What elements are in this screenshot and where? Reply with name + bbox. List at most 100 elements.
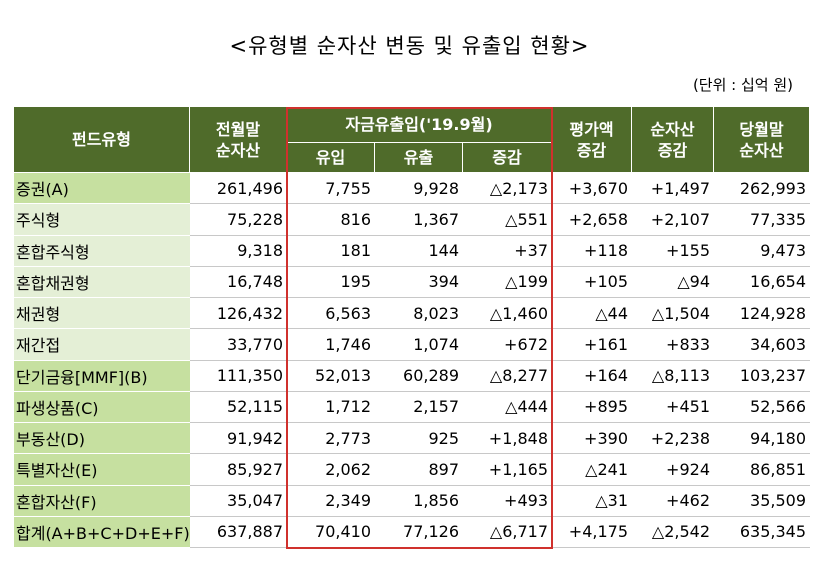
cell-text: 자금유출입('19.9월) — [345, 115, 493, 134]
row-label: 특별자산(E) — [14, 454, 190, 486]
cell-text: 75,228 — [227, 209, 283, 229]
cell-text: 혼합주식형 — [16, 242, 90, 262]
cell-text: 증감 — [657, 140, 688, 160]
table-cell: +1,497 — [632, 173, 714, 205]
table-cell: 925 — [375, 423, 463, 455]
table-cell: +4,175 — [552, 517, 632, 548]
cell-text: +155 — [666, 241, 710, 261]
cell-text: 195 — [340, 272, 371, 292]
cell-text: +2,658 — [568, 209, 628, 229]
cell-text: 33,770 — [227, 334, 283, 354]
table-cell: 1,367 — [375, 204, 463, 236]
table-cell: +390 — [552, 423, 632, 455]
cell-text: +161 — [584, 334, 628, 354]
cell-text: 1,367 — [413, 209, 459, 229]
table-cell: 195 — [287, 267, 375, 298]
table-cell: △199 — [463, 267, 552, 298]
table-cell: 34,603 — [714, 329, 810, 361]
cell-text: 91,942 — [227, 428, 283, 448]
table-cell: 394 — [375, 267, 463, 298]
cell-text: 637,887 — [216, 522, 283, 542]
highlight-box — [286, 107, 553, 549]
table-cell: 52,115 — [190, 392, 287, 423]
cell-text: +924 — [666, 459, 710, 479]
header-cell: 자금유출입('19.9월) — [287, 107, 552, 143]
cell-text: 35,047 — [227, 491, 283, 511]
table-cell: △1,460 — [463, 298, 552, 330]
table-cell: 9,473 — [714, 236, 810, 267]
table-cell: 6,563 — [287, 298, 375, 330]
table-cell: 2,773 — [287, 423, 375, 455]
cell-text: 증감 — [492, 148, 522, 167]
table-cell: +37 — [463, 236, 552, 267]
cell-text: 181 — [340, 241, 371, 261]
table-cell: △94 — [632, 267, 714, 298]
table-cell: 1,746 — [287, 329, 375, 361]
cell-text: △6,717 — [489, 522, 548, 542]
cell-text: 1,712 — [325, 397, 371, 417]
table-cell: △551 — [463, 204, 552, 236]
table-cell: +672 — [463, 329, 552, 361]
cell-text: 111,350 — [216, 366, 283, 386]
cell-text: +462 — [666, 491, 710, 511]
row-label: 파생상품(C) — [14, 391, 190, 423]
table-cell: +3,670 — [552, 173, 632, 205]
header-cell: 전월말 순자산 — [190, 107, 287, 173]
cell-text: 897 — [428, 459, 459, 479]
row-label: 재간접 — [14, 329, 190, 361]
cell-text: △44 — [595, 303, 628, 323]
table-cell: 637,887 — [190, 517, 287, 548]
table-cell: 262,993 — [714, 173, 810, 205]
table-cell: 2,157 — [375, 392, 463, 423]
cell-text: 2,157 — [413, 397, 459, 417]
table-cell: 124,928 — [714, 298, 810, 330]
cell-text: +4,175 — [568, 522, 628, 542]
cell-text: △2,542 — [651, 522, 710, 542]
cell-text: 52,115 — [227, 397, 283, 417]
cell-text: 16,748 — [227, 272, 283, 292]
header-cell: 당월말 순자산 — [714, 107, 810, 173]
cell-text: 혼합채권형 — [16, 273, 90, 293]
table-cell: +164 — [552, 361, 632, 392]
cell-text: +1,165 — [488, 459, 548, 479]
cell-text: 전월말 — [215, 119, 261, 139]
header-cell: 평가액 증감 — [552, 107, 632, 173]
cell-text: +3,670 — [568, 178, 628, 198]
cell-text: △199 — [505, 272, 548, 292]
table-cell: 103,237 — [714, 361, 810, 392]
table-cell: +924 — [632, 454, 714, 486]
cell-text: 77,126 — [403, 522, 459, 542]
table-cell: △2,173 — [463, 173, 552, 205]
cell-text: 144 — [428, 241, 459, 261]
table-cell: +833 — [632, 329, 714, 361]
table-cell: +105 — [552, 267, 632, 298]
cell-text: 86,851 — [750, 459, 806, 479]
cell-text: 채권형 — [16, 305, 61, 325]
table-cell: 2,062 — [287, 454, 375, 486]
cell-text: +2,238 — [650, 428, 710, 448]
cell-text: 124,928 — [739, 303, 806, 323]
cell-text: +164 — [584, 366, 628, 386]
table-cell: 181 — [287, 236, 375, 267]
cell-text: 증권(A) — [16, 180, 69, 200]
cell-text: +672 — [504, 334, 548, 354]
row-label: 단기금융[MMF](B) — [14, 360, 190, 392]
header-cell: 순자산 증감 — [632, 107, 714, 173]
header-cell: 증감 — [463, 143, 552, 173]
cell-text: +1,848 — [488, 428, 548, 448]
cell-text: 52,566 — [750, 397, 806, 417]
cell-text: 7,755 — [325, 178, 371, 198]
cell-text: 126,432 — [216, 303, 283, 323]
cell-text: 35,509 — [750, 491, 806, 511]
cell-text: 1,746 — [325, 334, 371, 354]
cell-text: +118 — [584, 241, 628, 261]
table-cell: 261,496 — [190, 173, 287, 205]
table-cell: +1,165 — [463, 454, 552, 486]
table-cell: +161 — [552, 329, 632, 361]
cell-text: 635,345 — [739, 522, 806, 542]
unit: (단위 : 십억 원) — [692, 76, 793, 94]
table-cell: 35,509 — [714, 486, 810, 517]
table-cell: △2,542 — [632, 517, 714, 548]
cell-text: △444 — [505, 397, 548, 417]
